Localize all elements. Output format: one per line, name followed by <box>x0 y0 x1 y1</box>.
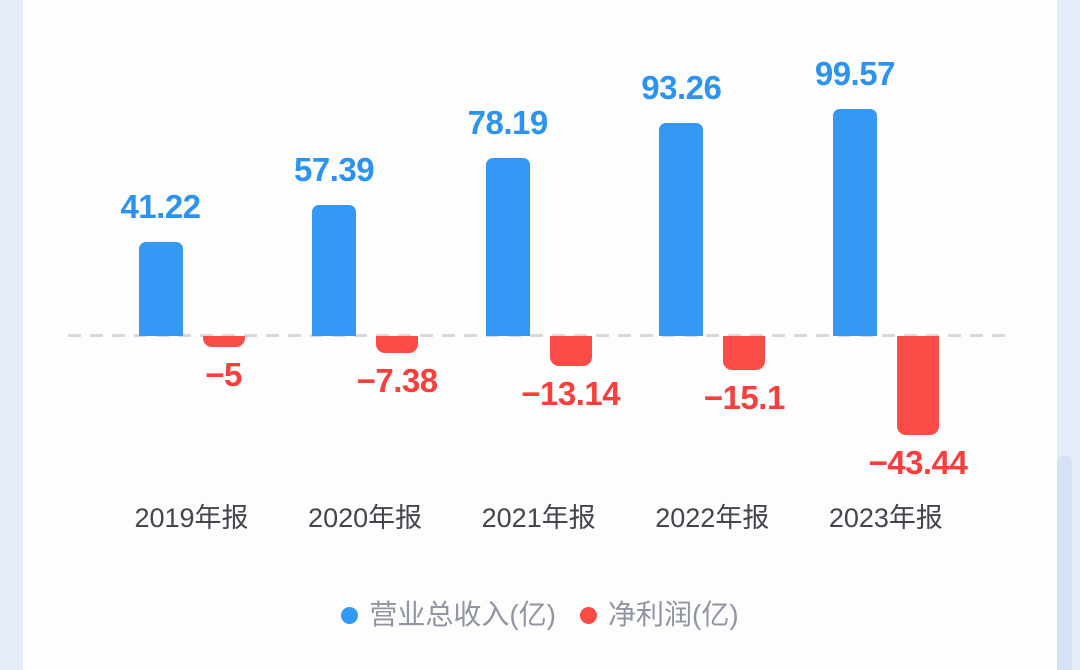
revenue-value-label-2019年报: 41.22 <box>120 188 201 226</box>
revenue-legend-dot-icon <box>341 606 359 624</box>
left-gutter <box>0 0 23 670</box>
net-profit-legend-dot-icon <box>580 606 597 624</box>
x-axis-label-2021年报: 2021年报 <box>481 503 596 533</box>
chart-area: 41.22 −5 2019年报 57.39 −7.38 2020年报 78.19 −13.14… <box>23 0 1057 670</box>
revenue-bar-2019年报 <box>138 242 183 336</box>
x-axis-label-2023年报: 2023年报 <box>828 503 943 533</box>
net-profit-bar-2019年报 <box>202 336 245 348</box>
net-profit-value-label-2020年报: −7.38 <box>356 361 439 399</box>
zero-baseline <box>68 334 1010 337</box>
net-profit-bar-2023年报 <box>896 336 939 436</box>
net-profit-value-label-2021年报: −13.14 <box>521 374 621 412</box>
net-profit-value-label-2022年报: −15.1 <box>703 379 786 417</box>
revenue-value-label-2020年报: 57.39 <box>294 151 375 189</box>
revenue-bar-2020年报 <box>312 205 357 336</box>
net-profit-bar-2020年报 <box>376 336 419 353</box>
net-profit-value-label-2023年报: −43.44 <box>868 444 968 482</box>
net-profit-legend-label: 净利润(亿) <box>608 599 739 630</box>
right-gutter <box>1057 0 1080 670</box>
net-profit-bar-2021年报 <box>549 336 592 366</box>
net-profit-bar-2022年报 <box>723 336 766 371</box>
revenue-bar-2022年报 <box>659 123 704 336</box>
revenue-value-label-2021年报: 78.19 <box>467 103 549 141</box>
x-axis-label-2022年报: 2022年报 <box>655 503 770 533</box>
net-profit-value-label-2019年报: −5 <box>205 356 242 394</box>
x-axis-label-2019年报: 2019年报 <box>134 503 249 533</box>
revenue-legend-label: 营业总收入(亿) <box>369 599 556 630</box>
legend-item-revenue[interactable]: 营业总收入(亿) <box>341 601 556 629</box>
revenue-value-label-2023年报: 99.57 <box>814 54 896 92</box>
revenue-value-label-2022年报: 93.26 <box>641 69 722 107</box>
x-axis-label-2020年报: 2020年报 <box>308 503 423 533</box>
scrollbar-thumb[interactable] <box>1057 455 1072 670</box>
revenue-bar-2023年报 <box>832 108 877 336</box>
legend-item-net-profit[interactable]: 净利润(亿) <box>580 601 739 629</box>
revenue-bar-2021年报 <box>485 157 530 336</box>
legend: 营业总收入(亿) 净利润(亿) <box>23 597 1057 633</box>
